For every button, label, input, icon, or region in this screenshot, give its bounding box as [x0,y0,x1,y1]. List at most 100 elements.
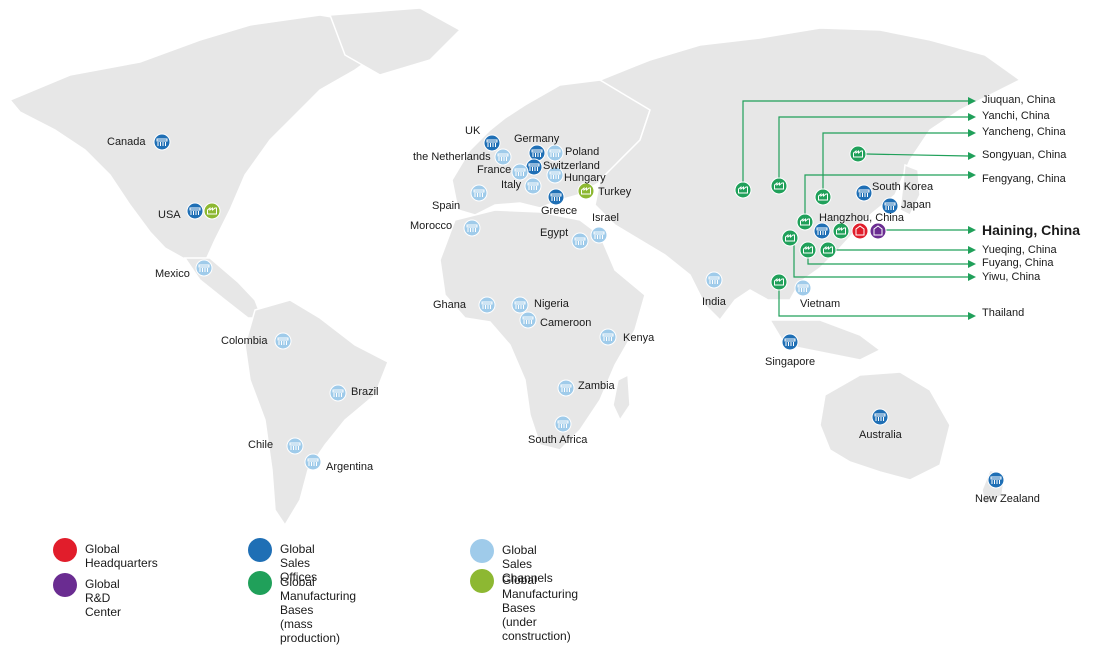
marker-zambia[interactable] [557,379,575,397]
marker-new-zealand[interactable] [987,471,1005,489]
factory-icon [853,149,863,158]
factory-icon [207,206,217,215]
label-yanchi: Yanchi, China [982,110,1050,122]
marker-poland[interactable] [546,144,564,162]
storefront-icon [874,413,886,421]
land-madagascar [612,373,631,422]
marker-france[interactable] [511,163,529,181]
marker-ghana[interactable] [478,296,496,314]
factory-icon [818,192,828,201]
arrowheads [968,97,976,320]
legend-item-sales-channel: Global Sales Channels [470,539,553,585]
legend-item-rnd: Global R&D Center [53,573,121,619]
marker-hangzhou[interactable] [813,222,831,240]
label-germany: Germany [514,133,560,145]
marker-south-korea[interactable] [855,184,873,202]
factory-icon [803,245,813,254]
connector-songyuan [865,153,969,157]
marker-israel[interactable] [590,226,608,244]
storefront-icon [550,193,562,201]
land-asia [594,27,1022,322]
connector-thailand [778,290,968,317]
storefront-icon [514,301,526,309]
marker-kenya[interactable] [599,328,617,346]
factory-icon [823,245,833,254]
marker-india[interactable] [705,271,723,289]
marker-australia[interactable] [871,408,889,426]
storefront-icon [514,168,526,176]
label-usa: USA [158,209,181,221]
marker-morocco[interactable] [463,219,481,237]
marker-south-africa[interactable] [554,415,572,433]
storefront-icon [557,420,569,428]
marker-egypt[interactable] [571,232,589,250]
storefront-icon [156,138,168,146]
label-poland: Poland [565,146,600,158]
label-argentina: Argentina [326,461,374,473]
label-chile: Chile [248,439,274,451]
marker-greece[interactable] [547,188,565,206]
label-zambia: Zambia [578,380,615,392]
storefront-icon [797,284,809,292]
marker-brazil[interactable] [329,384,347,402]
label-mexico: Mexico [155,268,190,280]
arrowhead [968,152,976,160]
label-morocco: Morocco [410,220,453,232]
legend-label-mfg-construction: Global Manufacturing Bases (under constr… [502,573,579,643]
label-australia: Australia [859,429,902,441]
china-connectors [742,100,969,317]
storefront-icon [784,338,796,346]
marker-nigeria[interactable] [511,296,529,314]
building-icon [855,225,865,236]
label-jiuquan: Jiuquan, China [982,94,1056,106]
label-haining: Haining, China [982,222,1080,238]
marker-spain[interactable] [470,184,488,202]
marker-colombia[interactable] [274,332,292,350]
label-kenya: Kenya [623,332,655,344]
arrowhead [968,129,976,137]
storefront-icon [990,476,1002,484]
storefront-icon [816,227,828,235]
storefront-icon [497,153,509,161]
storefront-icon [531,149,543,157]
world-map [8,7,1022,527]
label-italy: Italy [501,179,522,191]
land-south-america [244,299,389,527]
marker-germany[interactable] [528,144,546,162]
label-turkey: Turkey [598,186,632,198]
storefront-icon [289,442,301,450]
storefront-icon [198,264,210,272]
marker-singapore[interactable] [781,333,799,351]
factory-icon [738,185,748,194]
marker-cameroon[interactable] [519,311,537,329]
land-japan [899,163,921,217]
label-uk: UK [465,125,481,137]
storefront-icon [473,189,485,197]
label-india: India [702,296,726,308]
marker-argentina[interactable] [304,453,322,471]
marker-chile[interactable] [286,437,304,455]
marker-netherlands[interactable] [494,148,512,166]
marker-usa-office[interactable] [186,202,204,220]
marker-uk[interactable] [483,134,501,152]
label-canada: Canada [107,136,146,148]
label-singapore: Singapore [765,356,816,368]
legend-hq-icon [53,538,77,562]
storefront-icon [307,458,319,466]
marker-italy[interactable] [524,177,542,195]
label-yiwu: Yiwu, China [982,271,1041,283]
connector-yiwu [793,240,968,278]
factory-icon [785,233,795,242]
connector-yancheng [822,132,968,190]
land-australia [819,371,951,481]
factory-icon [774,277,784,286]
marker-mexico[interactable] [195,259,213,277]
marker-canada[interactable] [153,133,171,151]
marker-vietnam[interactable] [794,279,812,297]
legend-mfg-construction-icon [470,569,494,593]
label-israel: Israel [592,212,619,224]
label-switzerland: Switzerland [543,160,600,172]
legend-label-sales-office: Global Sales Offices [280,542,318,584]
label-nigeria: Nigeria [534,298,569,310]
label-brazil: Brazil [351,386,379,398]
